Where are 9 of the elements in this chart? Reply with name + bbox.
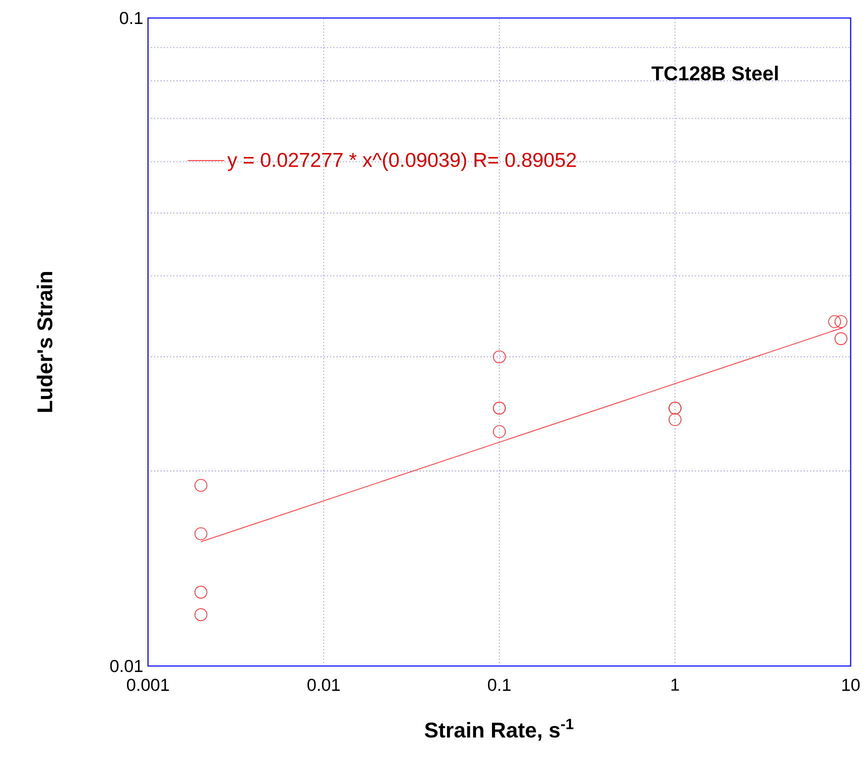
x-tick-label: 10 — [842, 678, 860, 691]
y-axis-title: Luder's Strain — [36, 272, 52, 412]
x-tick-label: 0.01 — [307, 678, 340, 691]
annotation: TC128B Steel — [652, 66, 778, 80]
x-axis-title: Strain Rate, s$^{-1}$ — [424, 718, 574, 741]
x-tick-label: 0.001 — [126, 678, 169, 691]
x-tick-label: 1 — [671, 678, 679, 691]
legend-label: y = 0.027277 * x^(0.09039) R= 0.89052 — [227, 152, 576, 171]
x-tick-label: 0.1 — [488, 678, 511, 691]
